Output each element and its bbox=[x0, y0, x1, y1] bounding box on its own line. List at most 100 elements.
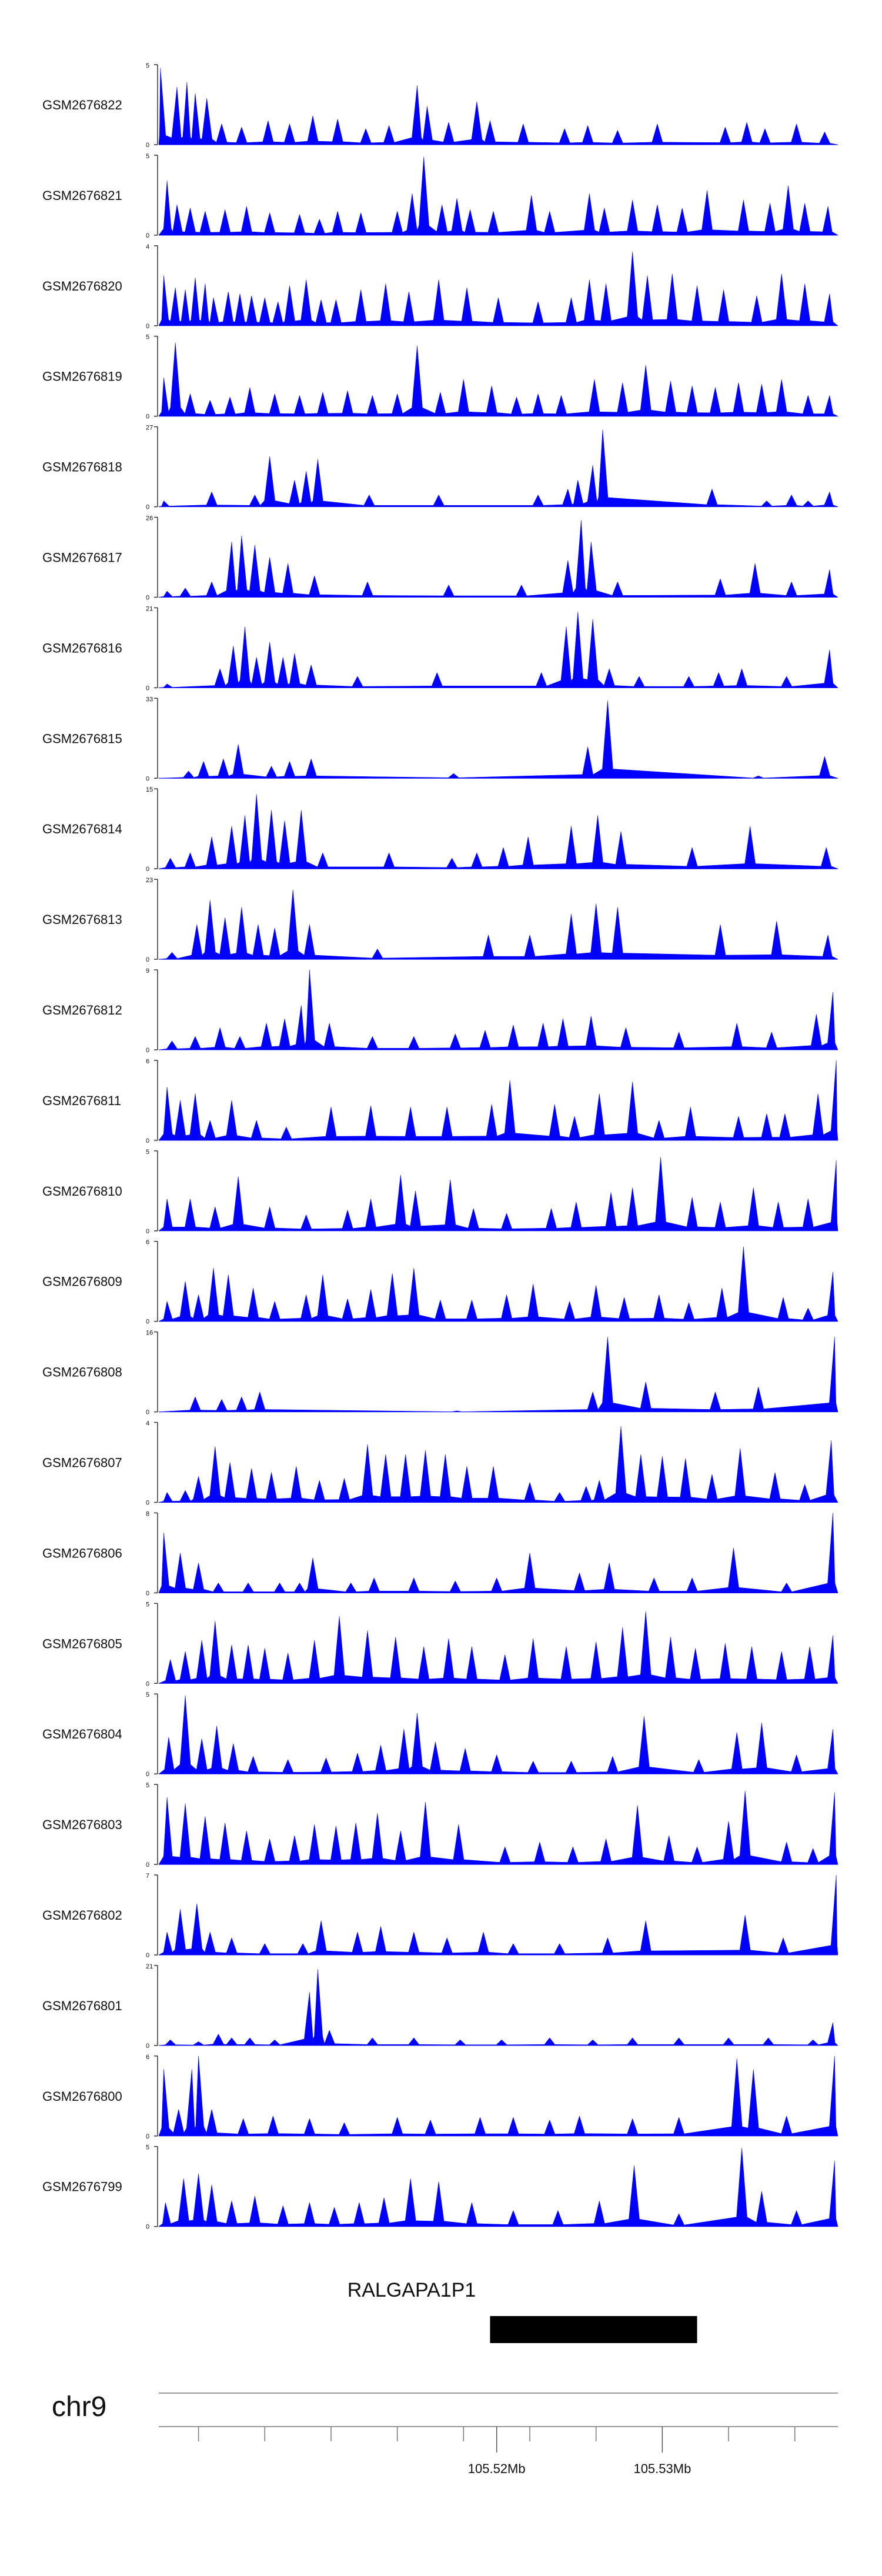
coverage-area bbox=[158, 520, 838, 598]
track-label: GSM2676814 bbox=[42, 822, 122, 836]
genome-axis: chr9 105.52Mb 105.53Mb bbox=[52, 2391, 838, 2476]
y-tick-min-label: 0 bbox=[146, 1047, 149, 1054]
track-label: GSM2676811 bbox=[42, 1093, 121, 1108]
track-GSM2676821: GSM2676821 5 0 bbox=[42, 153, 838, 239]
coverage-area bbox=[158, 794, 838, 869]
y-tick-min-label: 0 bbox=[146, 1590, 149, 1597]
track-GSM2676819: GSM2676819 5 0 bbox=[42, 334, 838, 421]
y-tick-min-label: 0 bbox=[146, 1500, 149, 1507]
track-label: GSM2676801 bbox=[42, 1998, 122, 2013]
y-tick-min-label: 0 bbox=[146, 323, 149, 330]
y-tick-min-label: 0 bbox=[146, 1861, 149, 1868]
axis-ticks: 105.52Mb 105.53Mb bbox=[198, 2427, 796, 2476]
y-tick-max-label: 5 bbox=[146, 2144, 149, 2151]
y-tick-max-label: 9 bbox=[146, 967, 149, 975]
coverage-area bbox=[158, 2056, 838, 2137]
coverage-tracks: GSM267682250GSM267682150GSM267682040GSM2… bbox=[42, 62, 838, 2231]
y-tick-min-label: 0 bbox=[146, 2043, 149, 2050]
track-GSM2676815: GSM2676815 33 0 bbox=[42, 696, 838, 782]
track-label: GSM2676819 bbox=[42, 369, 122, 384]
coverage-area bbox=[158, 1695, 838, 1774]
y-tick-max-label: 26 bbox=[146, 515, 153, 522]
track-label: GSM2676821 bbox=[42, 188, 122, 203]
y-tick-max-label: 5 bbox=[146, 153, 149, 160]
y-tick-max-label: 6 bbox=[146, 2054, 149, 2061]
y-tick-max-label: 8 bbox=[146, 1510, 149, 1517]
track-label: GSM2676818 bbox=[42, 460, 122, 475]
coverage-area bbox=[158, 1790, 838, 1865]
track-GSM2676806: GSM2676806 8 0 bbox=[42, 1510, 838, 1597]
coverage-area bbox=[158, 1969, 838, 2046]
track-GSM2676822: GSM2676822 5 0 bbox=[42, 62, 838, 149]
coverage-area bbox=[158, 611, 838, 688]
y-tick-min-label: 0 bbox=[146, 1228, 149, 1235]
y-tick-max-label: 7 bbox=[146, 1873, 149, 1880]
track-GSM2676799: GSM2676799 5 0 bbox=[42, 2144, 838, 2231]
y-tick-max-label: 33 bbox=[146, 696, 153, 703]
y-tick-max-label: 27 bbox=[146, 425, 153, 432]
coverage-area bbox=[158, 1060, 838, 1141]
y-tick-min-label: 0 bbox=[146, 142, 149, 149]
coverage-area bbox=[158, 700, 838, 779]
y-tick-min-label: 0 bbox=[146, 956, 149, 963]
y-tick-min-label: 0 bbox=[146, 685, 149, 692]
y-tick-min-label: 0 bbox=[146, 413, 149, 421]
track-label: GSM2676817 bbox=[42, 550, 122, 565]
y-tick-max-label: 5 bbox=[146, 62, 149, 69]
track-GSM2676818: GSM2676818 27 0 bbox=[42, 425, 838, 511]
gene-bar bbox=[490, 2316, 697, 2343]
track-GSM2676812: GSM2676812 9 0 bbox=[42, 967, 838, 1054]
track-label: GSM2676807 bbox=[42, 1456, 122, 1470]
track-label: GSM2676800 bbox=[42, 2089, 122, 2104]
axis-tick-label: 105.52Mb bbox=[468, 2461, 526, 2476]
track-GSM2676810: GSM2676810 5 0 bbox=[42, 1149, 838, 1235]
track-label: GSM2676808 bbox=[42, 1365, 122, 1380]
track-label: GSM2676822 bbox=[42, 98, 122, 112]
track-GSM2676803: GSM2676803 5 0 bbox=[42, 1782, 838, 1868]
y-tick-min-label: 0 bbox=[146, 1319, 149, 1326]
y-tick-max-label: 6 bbox=[146, 1058, 149, 1065]
track-GSM2676817: GSM2676817 26 0 bbox=[42, 515, 838, 602]
y-tick-min-label: 0 bbox=[146, 2133, 149, 2140]
track-label: GSM2676813 bbox=[42, 912, 122, 927]
track-label: GSM2676809 bbox=[42, 1274, 122, 1289]
y-tick-max-label: 4 bbox=[146, 243, 149, 251]
coverage-area bbox=[158, 1874, 838, 1956]
y-tick-max-label: 5 bbox=[146, 1691, 149, 1699]
coverage-area bbox=[158, 68, 838, 145]
coverage-area bbox=[158, 251, 838, 326]
coverage-area bbox=[158, 969, 838, 1050]
y-tick-max-label: 5 bbox=[146, 1149, 149, 1156]
y-tick-min-label: 0 bbox=[146, 1680, 149, 1687]
track-GSM2676809: GSM2676809 6 0 bbox=[42, 1239, 838, 1326]
y-tick-min-label: 0 bbox=[146, 232, 149, 239]
y-tick-min-label: 0 bbox=[146, 1771, 149, 1778]
track-label: GSM2676805 bbox=[42, 1636, 122, 1651]
y-tick-min-label: 0 bbox=[146, 595, 149, 602]
y-tick-max-label: 16 bbox=[146, 1330, 153, 1337]
track-GSM2676805: GSM2676805 5 0 bbox=[42, 1601, 838, 1687]
y-tick-max-label: 6 bbox=[146, 1239, 149, 1246]
y-tick-max-label: 5 bbox=[146, 334, 149, 341]
track-GSM2676813: GSM2676813 23 0 bbox=[42, 877, 838, 963]
y-tick-max-label: 5 bbox=[146, 1782, 149, 1789]
y-tick-max-label: 21 bbox=[146, 1963, 153, 1970]
track-GSM2676808: GSM2676808 16 0 bbox=[42, 1330, 838, 1416]
y-tick-min-label: 0 bbox=[146, 1952, 149, 1959]
y-tick-max-label: 5 bbox=[146, 1601, 149, 1608]
track-GSM2676807: GSM2676807 4 0 bbox=[42, 1420, 838, 1507]
y-tick-min-label: 0 bbox=[146, 1409, 149, 1416]
coverage-area bbox=[158, 2148, 838, 2227]
coverage-area bbox=[158, 156, 838, 236]
coverage-area bbox=[158, 1611, 838, 1684]
coverage-area bbox=[158, 1426, 838, 1503]
y-tick-max-label: 21 bbox=[146, 605, 153, 612]
coverage-area bbox=[158, 1157, 838, 1232]
coverage-area bbox=[158, 1246, 838, 1322]
coverage-area bbox=[158, 342, 838, 416]
y-tick-max-label: 23 bbox=[146, 877, 153, 884]
coverage-area bbox=[158, 889, 838, 960]
track-GSM2676814: GSM2676814 15 0 bbox=[42, 786, 838, 873]
axis-tick-label: 105.53Mb bbox=[633, 2461, 691, 2476]
